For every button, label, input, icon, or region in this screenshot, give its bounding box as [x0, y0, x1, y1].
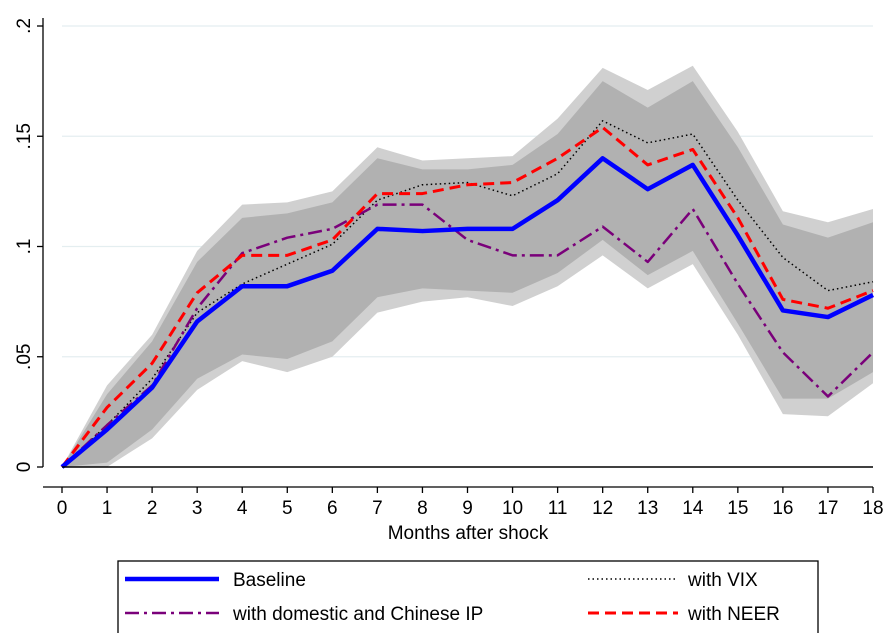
legend-label-3: with NEER	[687, 604, 780, 625]
x-tick-label-16: 16	[772, 498, 793, 519]
x-tick-label-8: 8	[417, 498, 428, 519]
x-tick-label-10: 10	[502, 498, 523, 519]
series-lines	[60, 120, 874, 469]
x-tick-label-7: 7	[372, 498, 383, 519]
x-axis-title: Months after shock	[388, 523, 549, 544]
legend-label-1: with VIX	[687, 570, 758, 591]
y-tick-label-3: .15	[14, 123, 35, 149]
x-tick-label-15: 15	[727, 498, 748, 519]
y-tick-label-2: .1	[14, 239, 35, 255]
legend-box	[117, 560, 819, 633]
axes: 0.05.1.15.20 1 2 3 4 5 6 7 8 9 10 11 12 13 14 15 16 17 18	[14, 18, 884, 519]
x-tick-label-4: 4	[237, 498, 248, 519]
legend-label-0: Baseline	[233, 570, 306, 591]
series-line-with-neer	[60, 125, 874, 468]
x-tick-label-3: 3	[192, 498, 203, 519]
x-tick-label-18: 18	[862, 498, 883, 519]
x-tick-label-14: 14	[682, 498, 704, 519]
x-tick-label-13: 13	[637, 498, 658, 519]
y-tick-label-0: 0	[14, 462, 35, 473]
x-tick-label-0: 0	[57, 498, 68, 519]
x-tick-label-17: 17	[817, 498, 838, 519]
x-tick-label-9: 9	[462, 498, 473, 519]
y-tick-label-4: .2	[14, 18, 35, 34]
series-line-with-vix	[61, 120, 874, 468]
y-tick-label-1: .05	[14, 344, 35, 370]
x-tick-label-2: 2	[147, 498, 158, 519]
x-tick-label-12: 12	[592, 498, 613, 519]
legend-label-2: with domestic and Chinese IP	[232, 604, 483, 625]
series-line-baseline	[60, 156, 874, 469]
x-tick-label-11: 11	[548, 498, 568, 519]
series-line-with-domestic-and-chinese-ip	[61, 203, 874, 468]
x-tick-label-1: 1	[102, 498, 113, 519]
legend: Baseline with VIX with domestic and Chines…	[117, 560, 819, 633]
x-tick-label-6: 6	[327, 498, 338, 519]
x-tick-label-5: 5	[282, 498, 293, 519]
